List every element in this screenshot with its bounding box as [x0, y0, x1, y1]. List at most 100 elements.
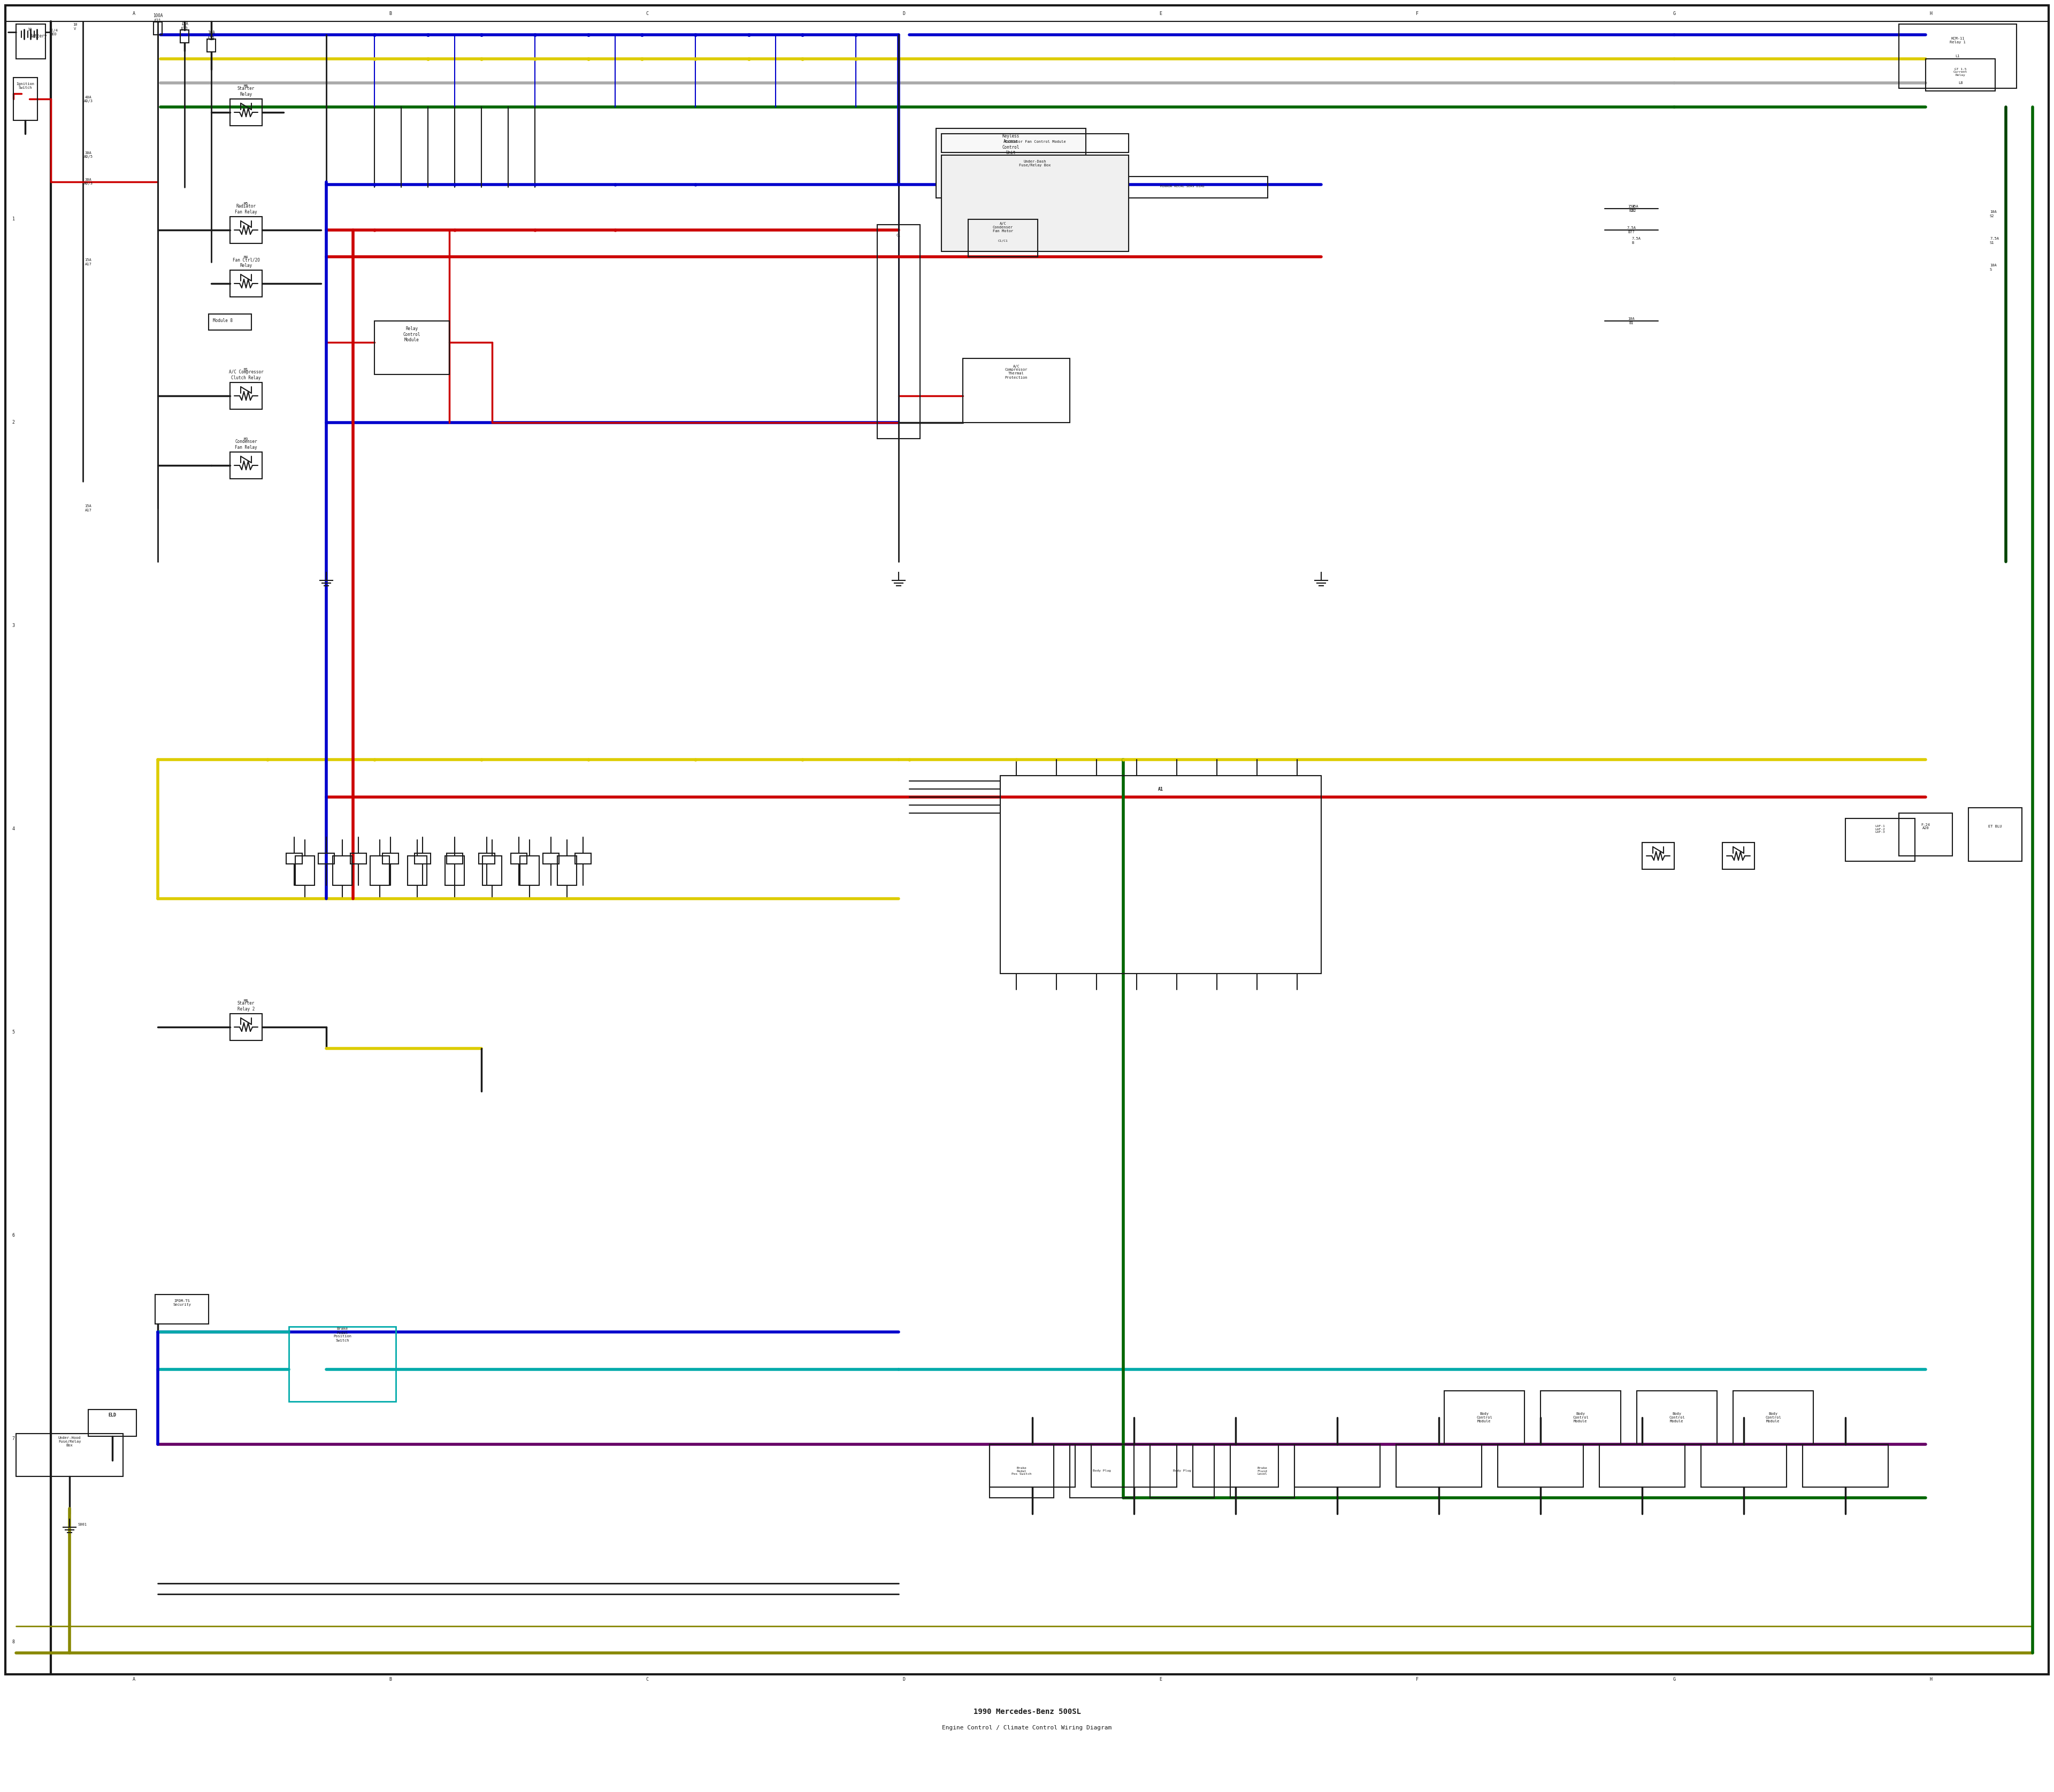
Bar	[14, 77, 37, 120]
Text: 6: 6	[12, 1233, 14, 1238]
Text: 30A
AD/5: 30A AD/5	[84, 152, 92, 159]
Text: Fan Ctrl/2O
Relay: Fan Ctrl/2O Relay	[232, 258, 259, 267]
Bar	[1091, 1444, 1177, 1487]
Text: H: H	[1929, 11, 1933, 16]
Text: Condenser
Fan Relay: Condenser Fan Relay	[234, 439, 257, 450]
Bar	[963, 358, 1070, 423]
Bar	[1637, 1391, 1717, 1444]
Bar	[1898, 23, 2017, 88]
Text: LAF-1
LAF-2
LAF-3: LAF-1 LAF-2 LAF-3	[1875, 824, 1886, 833]
Text: Radiator
Fan Relay: Radiator Fan Relay	[234, 204, 257, 215]
Bar	[230, 99, 263, 125]
Bar	[1397, 1444, 1481, 1487]
Text: D: D	[902, 1677, 906, 1683]
Text: E: E	[1158, 1677, 1163, 1683]
Text: C1/C1: C1/C1	[998, 240, 1009, 242]
Text: 15A
B2: 15A B2	[1629, 204, 1635, 211]
Text: MIRROR RECAL SERV DIAG: MIRROR RECAL SERV DIAG	[1161, 185, 1204, 188]
Bar	[990, 1444, 1054, 1498]
Bar	[479, 853, 495, 864]
Bar	[990, 1444, 1074, 1487]
Text: 7.5A
B: 7.5A B	[1631, 237, 1641, 244]
Text: Battery: Battery	[29, 34, 47, 39]
Text: M4: M4	[244, 256, 249, 258]
Bar	[88, 1410, 136, 1435]
Bar	[937, 129, 1087, 197]
Text: KCM-11
Relay 1: KCM-11 Relay 1	[1949, 36, 1966, 43]
Text: Keyless
Access
Control
Unit: Keyless Access Control Unit	[1002, 134, 1019, 156]
Text: Body Plug: Body Plug	[1173, 1469, 1191, 1473]
Text: 30A
AD/3: 30A AD/3	[84, 179, 92, 185]
Text: M8: M8	[244, 1000, 249, 1002]
Bar	[1734, 1391, 1814, 1444]
Bar	[230, 1014, 263, 1041]
Text: Brake
Pedal
Pos Switch: Brake Pedal Pos Switch	[1013, 1466, 1031, 1475]
Text: A/C Compressor
Clutch Relay: A/C Compressor Clutch Relay	[228, 369, 263, 380]
Text: Engine Control / Climate Control Wiring Diagram: Engine Control / Climate Control Wiring …	[943, 1726, 1111, 1731]
Text: GT 1.5
Current
Relay: GT 1.5 Current Relay	[1953, 68, 1968, 77]
Text: 3: 3	[12, 624, 14, 629]
Text: Module 8: Module 8	[214, 319, 232, 323]
Text: Body
Control
Module: Body Control Module	[1573, 1412, 1588, 1423]
Bar	[1600, 1444, 1684, 1487]
Text: Starter
Relay 2: Starter Relay 2	[238, 1002, 255, 1011]
Text: Under-Hood
Fuse/Relay
Box: Under-Hood Fuse/Relay Box	[58, 1435, 80, 1446]
Text: F-24
A20: F-24 A20	[1920, 823, 1931, 830]
Bar	[156, 1294, 210, 1324]
Bar	[230, 217, 263, 244]
Text: 7: 7	[12, 1437, 14, 1441]
Text: L8: L8	[1957, 81, 1964, 84]
Text: 1: 1	[12, 217, 14, 222]
Text: A1: A1	[1158, 787, 1163, 792]
Text: A: A	[131, 1677, 136, 1683]
Bar	[382, 853, 398, 864]
Bar	[230, 382, 263, 409]
Text: Body
Control
Module: Body Control Module	[1670, 1412, 1684, 1423]
Text: Radiator Fan Control Module: Radiator Fan Control Module	[1004, 140, 1066, 143]
Text: A/C
Condenser
Fan Motor: A/C Condenser Fan Motor	[992, 222, 1013, 233]
Text: 15A
A17: 15A A17	[84, 258, 92, 265]
Bar	[1497, 1444, 1584, 1487]
Text: F: F	[1415, 11, 1419, 16]
Bar	[407, 857, 427, 885]
Bar	[1898, 814, 1953, 857]
Text: Starter
Relay: Starter Relay	[238, 86, 255, 97]
Bar	[1000, 776, 1321, 973]
Text: ET BLU: ET BLU	[1988, 824, 2003, 828]
Text: Body
Control
Module: Body Control Module	[1764, 1412, 1781, 1423]
Text: A/C
Compressor
Thermal
Protection: A/C Compressor Thermal Protection	[1004, 364, 1027, 378]
Bar	[230, 271, 263, 297]
Text: 40A
AD/3: 40A AD/3	[84, 95, 92, 102]
Text: M5: M5	[244, 202, 249, 206]
Bar	[557, 857, 577, 885]
Bar	[207, 39, 216, 52]
Bar	[1097, 177, 1267, 197]
Bar	[333, 857, 351, 885]
Bar	[318, 853, 335, 864]
Text: IPDM-TS
Security: IPDM-TS Security	[173, 1299, 191, 1306]
Text: 4: 4	[12, 826, 14, 831]
Bar	[941, 156, 1128, 251]
Bar	[286, 853, 302, 864]
Text: 10A
S2: 10A S2	[1990, 210, 1996, 217]
Text: 8: 8	[12, 1640, 14, 1645]
Bar	[290, 1326, 396, 1401]
Bar	[1701, 1444, 1787, 1487]
Bar	[446, 853, 462, 864]
Text: 7.5A
S1: 7.5A S1	[1990, 237, 1999, 244]
Text: 15A
A17: 15A A17	[84, 505, 92, 513]
Text: 10A
S: 10A S	[1990, 263, 1996, 271]
Bar	[483, 857, 501, 885]
Text: 15A
B2: 15A B2	[1631, 204, 1639, 211]
Bar	[1193, 1444, 1278, 1487]
Text: H: H	[1929, 1677, 1933, 1683]
Text: S001: S001	[78, 1523, 86, 1527]
Text: 100A
A21: 100A A21	[152, 13, 162, 23]
Bar	[1641, 842, 1674, 869]
Bar	[1540, 1391, 1621, 1444]
Text: 10A
B1: 10A B1	[1629, 317, 1635, 324]
Text: 15A
A22: 15A A22	[181, 22, 189, 32]
Text: Body Plug: Body Plug	[1093, 1469, 1111, 1473]
Bar	[1927, 59, 1994, 91]
Text: Relay
Control
Module: Relay Control Module	[403, 326, 421, 342]
